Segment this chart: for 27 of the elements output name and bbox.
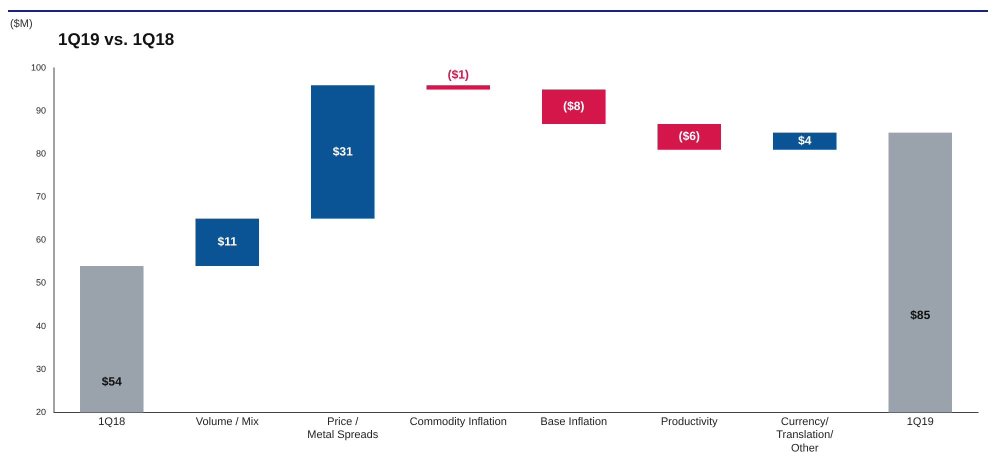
- x-tick-label: Currency/ Translation/ Other: [776, 416, 834, 454]
- y-tick-label: 70: [36, 192, 46, 202]
- y-tick-label: 20: [36, 406, 46, 417]
- data-label: $11: [218, 234, 238, 249]
- x-tick-label: 1Q18: [98, 416, 126, 428]
- y-tick-label: 60: [36, 234, 46, 245]
- y-tick-label: 90: [36, 106, 46, 116]
- data-label: ($8): [563, 99, 584, 114]
- x-tick-label: Commodity Inflation: [410, 416, 507, 428]
- y-tick-label: 30: [36, 364, 46, 374]
- data-label: $85: [910, 308, 931, 322]
- data-label: $31: [332, 144, 354, 158]
- y-tick-label: 50: [36, 278, 46, 288]
- x-tick-label: Volume / Mix: [196, 416, 260, 428]
- data-label: ($6): [678, 129, 700, 144]
- data-label: $4: [798, 133, 812, 148]
- data-label: $54: [102, 374, 122, 389]
- chart-title: 1Q19 vs. 1Q18: [58, 30, 174, 50]
- y-tick-label: 100: [30, 62, 46, 72]
- x-tick-label: 1Q19: [906, 416, 934, 428]
- x-tick-label: Price / Metal Spreads: [307, 416, 379, 442]
- y-axis-title: ($M): [10, 18, 33, 30]
- y-tick-label: 40: [36, 320, 46, 331]
- x-tick-label: Base Inflation: [540, 416, 608, 428]
- y-tick-label: 80: [36, 148, 46, 159]
- x-tick-label: Productivity: [660, 416, 718, 428]
- data-label: ($1): [448, 68, 469, 82]
